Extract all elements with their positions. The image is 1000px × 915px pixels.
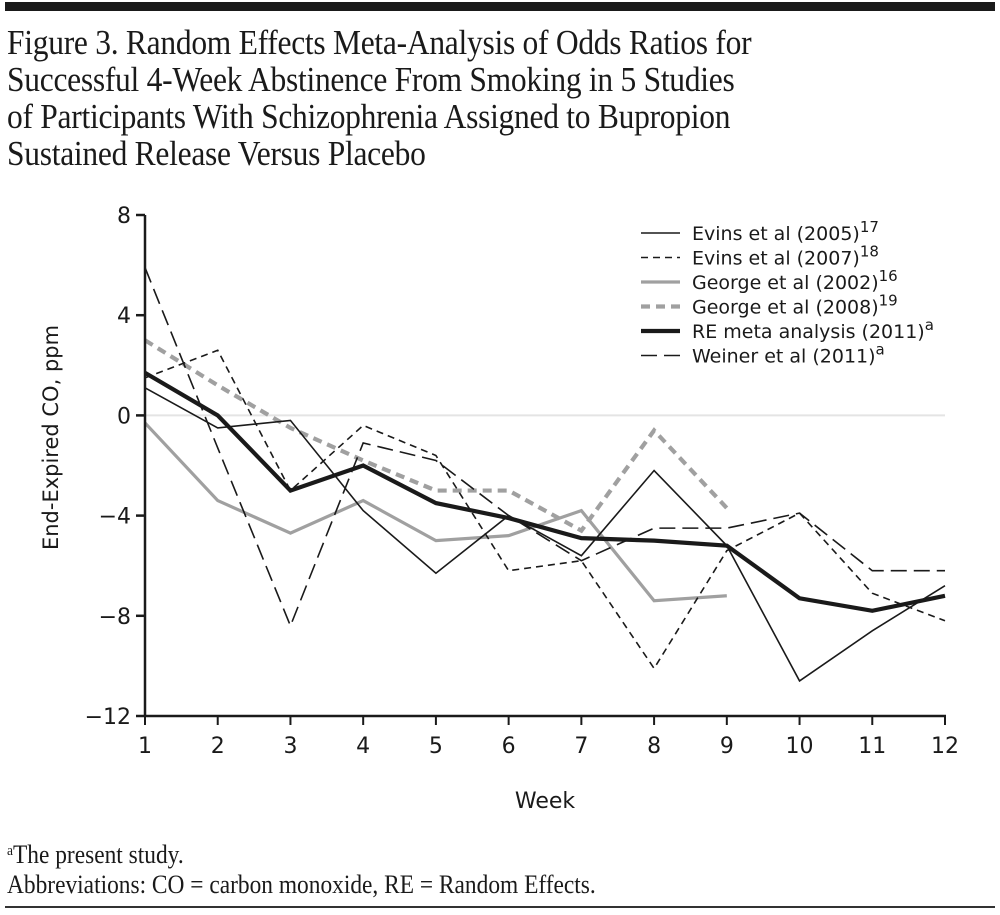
- footnote-a: aThe present study.: [7, 836, 596, 870]
- x-tick-label: 1: [138, 734, 152, 759]
- footnote-text: The present study.: [13, 840, 184, 869]
- x-tick-label: 5: [429, 734, 443, 759]
- x-tick-label: 9: [720, 734, 734, 759]
- x-tick-label: 8: [647, 734, 661, 759]
- x-tick-label: 12: [931, 734, 959, 759]
- legend-label: Evins et al (2005)17: [692, 218, 879, 245]
- footnotes: aThe present study. Abbreviations: CO = …: [7, 836, 596, 900]
- legend-label: George et al (2008)19: [692, 292, 898, 319]
- x-tick-label: 4: [356, 734, 370, 759]
- y-tick-label: −8: [99, 605, 131, 630]
- legend-superscript: a: [925, 316, 934, 334]
- title-line-2: Successful 4-Week Abstinence From Smokin…: [7, 60, 735, 99]
- legend-superscript: a: [876, 341, 885, 359]
- axes: 840−4−8−12 1 2 3 4 5 6 7 8 9 10 11 12: [85, 204, 959, 759]
- x-tick-label: 6: [502, 734, 516, 759]
- x-axis-label: Week: [515, 789, 576, 814]
- y-ticks: 8 4 0 −4 −8 −12: [85, 204, 145, 730]
- legend-label: Evins et al (2007)18: [692, 243, 879, 270]
- legend-superscript: 16: [879, 267, 898, 285]
- legend-superscript: 18: [860, 243, 879, 261]
- top-rule: [5, 2, 995, 11]
- legend-superscript: 19: [879, 292, 898, 310]
- title-line-4: Sustained Release Versus Placebo: [7, 134, 426, 173]
- series-line-re-meta-analysis-2011: [143, 371, 946, 613]
- legend-label: RE meta analysis (2011)a: [692, 316, 934, 343]
- series-layer: [143, 267, 946, 683]
- title-line-1: Figure 3. Random Effects Meta-Analysis o…: [7, 23, 752, 62]
- x-tick-label: 11: [858, 734, 886, 759]
- series-line-george-et-al-2008: [143, 338, 729, 534]
- x-tick-label: 10: [786, 734, 814, 759]
- legend-superscript: 17: [860, 218, 879, 236]
- bottom-rule: [5, 906, 995, 908]
- y-tick-label: −4: [99, 505, 131, 530]
- y-tick-label: −12: [85, 705, 131, 730]
- legend-label: George et al (2002)16: [692, 267, 898, 294]
- x-tick-label: 7: [574, 734, 588, 759]
- y-tick-label: 0: [117, 404, 131, 429]
- abbreviations: Abbreviations: CO = carbon monoxide, RE …: [7, 870, 596, 899]
- x-tick-label: 2: [211, 734, 225, 759]
- title-line-3: of Participants With Schizophrenia Assig…: [7, 97, 731, 136]
- y-axis-label: End-Expired CO, ppm: [39, 325, 63, 550]
- y-tick-label: 8: [117, 204, 131, 229]
- series-line-evins-et-al-2007: [144, 349, 946, 670]
- line-chart: 840−4−8−12 1 2 3 4 5 6 7 8 9 10 11 12 End-Expired C…: [39, 204, 959, 814]
- legend-label: Weiner et al (2011)a: [692, 341, 885, 368]
- y-tick-label: 4: [117, 304, 131, 329]
- series-line-weiner-et-al-2011: [144, 267, 945, 628]
- footnote-marker: a: [7, 843, 14, 859]
- x-tick-label: 3: [283, 734, 297, 759]
- figure-title: Figure 3. Random Effects Meta-Analysis o…: [7, 24, 889, 172]
- x-ticks: 1 2 3 4 5 6 7 8 9 10 11 12: [138, 716, 959, 759]
- series-line-evins-et-al-2005: [144, 387, 946, 683]
